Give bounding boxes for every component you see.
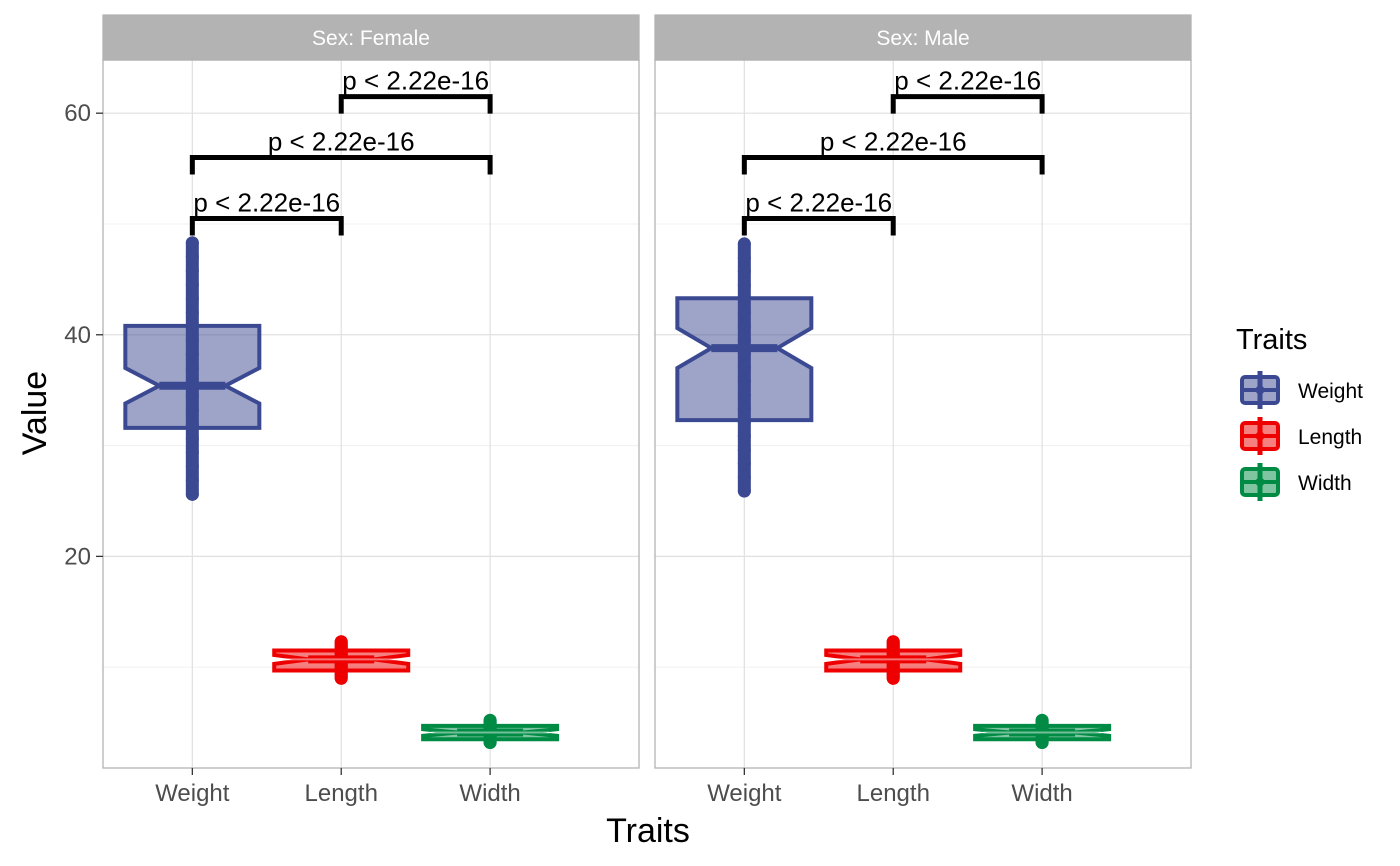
box-weight <box>675 237 814 498</box>
data-point <box>185 445 199 459</box>
data-point <box>1035 713 1049 727</box>
x-tick-label: Weight <box>707 780 782 807</box>
y-tick-label: 60 <box>64 100 91 127</box>
data-point <box>737 415 751 429</box>
data-point <box>185 236 199 250</box>
data-point <box>185 390 199 404</box>
legend-item-length: Length <box>1240 417 1362 455</box>
data-point <box>185 487 199 501</box>
bracket-line <box>741 215 896 236</box>
data-point <box>185 459 199 473</box>
legend-key-point <box>1255 431 1265 441</box>
y-tick-label: 20 <box>64 543 91 570</box>
legend-item-width: Width <box>1240 463 1352 501</box>
data-point <box>737 347 751 361</box>
data-point <box>737 333 751 347</box>
y-tick-label: 40 <box>64 322 91 349</box>
data-point <box>737 319 751 333</box>
x-tick-label: Length <box>857 780 930 807</box>
comparison-bracket: p < 2.22e-16 <box>741 127 1045 175</box>
legend-title: Traits <box>1236 324 1307 356</box>
box-width <box>973 713 1112 750</box>
data-point <box>185 431 199 445</box>
data-point <box>737 264 751 278</box>
data-point <box>185 320 199 334</box>
bracket-line <box>741 155 1045 175</box>
p-value-label: p < 2.22e-16 <box>268 127 415 157</box>
x-axis-title: Traits <box>606 812 690 850</box>
legend-key-point <box>1255 385 1265 395</box>
x-tick-label: Weight <box>155 780 230 807</box>
x-tick-label: Length <box>305 780 378 807</box>
p-value-label: p < 2.22e-16 <box>193 187 340 217</box>
x-tick-label: Width <box>459 780 520 807</box>
legend-label: Weight <box>1298 380 1363 403</box>
legend-label: Length <box>1298 426 1362 449</box>
comparison-bracket: p < 2.22e-16 <box>189 187 344 236</box>
data-point <box>185 278 199 292</box>
legend-key-point <box>1255 477 1265 487</box>
data-point <box>185 292 199 306</box>
p-value-label: p < 2.22e-16 <box>745 187 892 217</box>
data-point <box>334 635 348 649</box>
facet-panel-0: p < 2.22e-16 p < 2.22e-16 p < 2.22e-16 Sex:… <box>64 14 640 807</box>
bracket-line <box>890 94 1045 114</box>
data-point <box>737 470 751 484</box>
data-point <box>737 374 751 388</box>
p-value-label: p < 2.22e-16 <box>820 127 967 157</box>
facet-strip <box>102 14 640 61</box>
bracket-line <box>189 215 344 236</box>
data-point <box>185 348 199 362</box>
box-width <box>421 713 560 750</box>
data-point <box>185 376 199 390</box>
data-point <box>737 443 751 457</box>
data-point <box>737 360 751 374</box>
bracket-line <box>338 94 493 114</box>
box-weight <box>123 236 262 501</box>
comparison-bracket: p < 2.22e-16 <box>890 66 1045 114</box>
data-point <box>483 713 497 727</box>
data-point <box>185 264 199 278</box>
legend-item-weight: Weight <box>1240 371 1363 409</box>
facet-strip <box>654 14 1192 61</box>
data-point <box>737 402 751 416</box>
p-value-label: p < 2.22e-16 <box>894 66 1041 96</box>
data-point <box>185 250 199 264</box>
comparison-bracket: p < 2.22e-16 <box>338 66 493 114</box>
data-point <box>737 278 751 292</box>
box-length <box>824 635 963 685</box>
facet-strip-label: Sex: Male <box>876 27 969 50</box>
data-point <box>737 292 751 306</box>
data-point <box>185 306 199 320</box>
data-point <box>185 473 199 487</box>
x-tick-label: Width <box>1011 780 1072 807</box>
data-point <box>737 429 751 443</box>
facet-strip-label: Sex: Female <box>312 27 430 50</box>
data-point <box>737 251 751 265</box>
data-point <box>185 334 199 348</box>
legend-label: Width <box>1298 472 1352 495</box>
data-point <box>737 457 751 471</box>
data-point <box>185 417 199 431</box>
legend: Traits Weight Length Width <box>1236 324 1363 501</box>
comparison-bracket: p < 2.22e-16 <box>741 187 896 236</box>
bracket-line <box>189 155 493 175</box>
data-point <box>185 362 199 376</box>
facet-panel-1: p < 2.22e-16 p < 2.22e-16 p < 2.22e-16 Sex:… <box>654 14 1192 807</box>
data-point <box>737 237 751 251</box>
box-length <box>272 635 411 685</box>
data-point <box>886 635 900 649</box>
p-value-label: p < 2.22e-16 <box>342 66 489 96</box>
data-point <box>737 484 751 498</box>
data-point <box>737 306 751 320</box>
comparison-bracket: p < 2.22e-16 <box>189 127 493 175</box>
y-axis-title: Value <box>16 371 54 455</box>
data-point <box>185 403 199 417</box>
data-point <box>737 388 751 402</box>
